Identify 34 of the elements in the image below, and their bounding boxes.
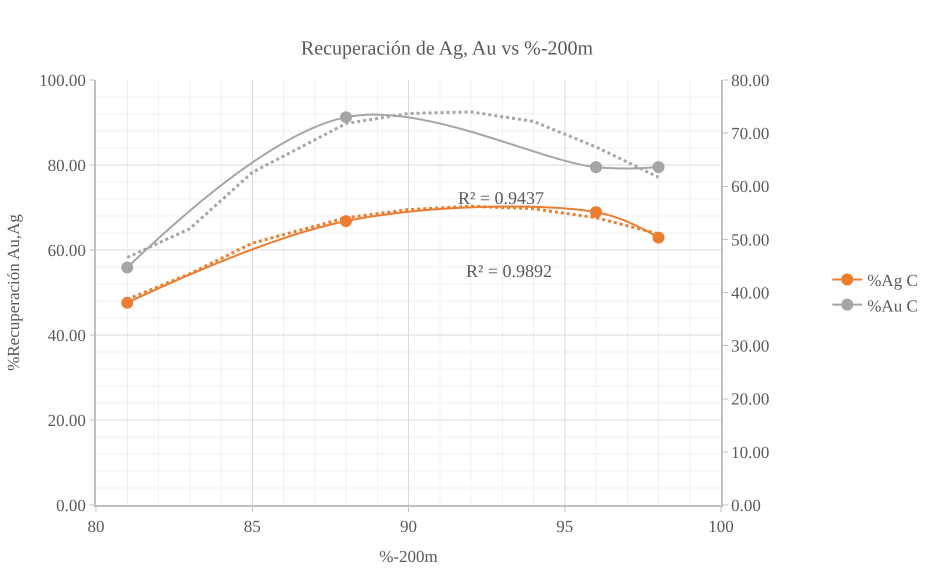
x-tick-label: 95 [556,517,574,536]
point [652,161,664,174]
y-tick-label: 100.00 [39,70,86,90]
y2-tick-label: 10.00 [731,442,770,462]
y2-tick-label: 50.00 [731,230,770,250]
y-tick-label: 40.00 [48,326,86,345]
y2-tick-label: 70.00 [731,124,770,144]
point [121,262,134,274]
y-tick-label: 80.00 [48,156,86,175]
point [652,232,664,244]
y-tick-label: 20.00 [48,410,86,430]
y-tick-label: 60.00 [48,240,86,260]
y-axis-title: %Recuperación Au,Ag [4,214,24,371]
x-tick-label: 90 [400,517,417,536]
legend-label: %Ag C [867,271,918,290]
point [340,111,352,124]
legend-label: %Au C [867,296,918,316]
x-axis-title: %-200m [379,547,438,566]
y2-tick-label: 30.00 [731,336,770,356]
y-tick-label: 0.00 [56,496,86,515]
x-tick-label: 100 [708,517,734,536]
y2-tick-label: 60.00 [731,177,770,196]
y2-tick-label: 0.00 [731,496,761,515]
point [590,206,602,218]
y2-tick-label: 20.00 [731,390,770,409]
annotation: R² = 0.9892 [466,261,552,281]
point [590,161,602,174]
y2-tick-label: 80.00 [731,70,770,90]
x-tick-label: 85 [244,517,261,536]
y2-tick-label: 40.00 [731,283,770,302]
point [121,296,134,309]
chart-title: Recuperación de Ag, Au vs %-200m [300,37,594,60]
x-tick-label: 80 [88,517,104,536]
annotation: R² = 0.9437 [458,188,544,208]
